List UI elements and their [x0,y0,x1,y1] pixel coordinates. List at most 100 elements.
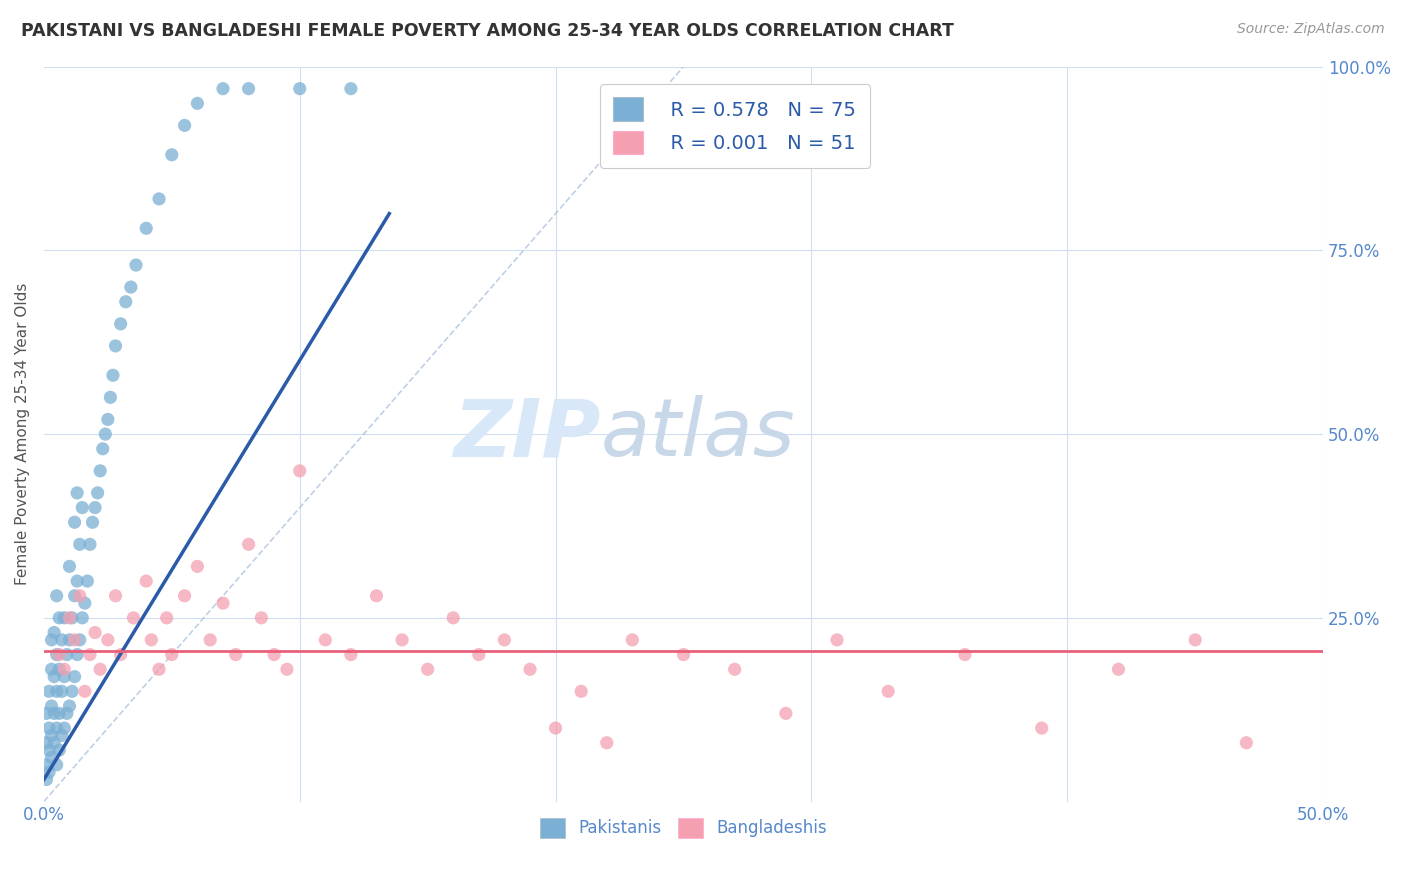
Point [35,706,58,721]
Point [60,611,83,625]
Point [41,699,63,714]
Point [89,662,111,676]
Point [160,648,183,662]
Text: atlas: atlas [600,395,796,473]
Point [63,670,86,684]
Point [97,632,120,647]
Point [76,574,98,588]
Point [51,684,73,698]
Point [48,662,70,676]
Point [621,632,644,647]
Point [212,81,235,95]
Point [38,684,60,698]
Point [94,427,117,442]
Point [60,684,83,698]
Point [69,632,91,647]
Point [53,721,76,735]
Point [340,81,363,95]
Point [544,721,567,735]
Point [672,648,695,662]
Point [79,648,101,662]
Point [48,648,70,662]
Point [288,464,311,478]
Point [110,317,132,331]
Point [41,662,63,676]
Point [569,684,592,698]
Point [72,500,94,515]
Point [69,537,91,551]
Point [45,648,67,662]
Point [51,728,73,742]
Point [877,684,900,698]
Point [84,625,107,640]
Point [53,662,76,676]
Point [66,574,89,588]
Point [825,632,848,647]
Point [45,757,67,772]
Point [58,611,80,625]
Point [35,772,58,787]
Point [45,721,67,735]
Point [1031,721,1053,735]
Point [41,728,63,742]
Point [101,368,124,383]
Legend: Pakistanis, Bangladeshis: Pakistanis, Bangladeshis [533,811,834,845]
Point [276,662,298,676]
Point [110,648,132,662]
Point [73,596,96,610]
Point [160,148,183,162]
Point [89,464,111,478]
Point [82,516,104,530]
Point [225,648,247,662]
Point [63,589,86,603]
Point [135,221,157,235]
Point [58,699,80,714]
Point [340,648,363,662]
Point [41,632,63,647]
Point [104,339,127,353]
Point [45,684,67,698]
Point [66,486,89,500]
Point [56,706,79,721]
Point [125,258,148,272]
Point [366,589,388,603]
Point [56,648,79,662]
Point [104,589,127,603]
Point [42,625,65,640]
Point [596,736,619,750]
Point [58,559,80,574]
Point [1184,632,1206,647]
Point [212,596,235,610]
Point [42,706,65,721]
Point [53,670,76,684]
Point [35,757,58,772]
Point [250,611,273,625]
Point [186,559,208,574]
Point [38,743,60,757]
Point [494,632,516,647]
Point [97,412,120,426]
Point [391,632,413,647]
Point [148,192,170,206]
Point [120,280,142,294]
Point [314,632,336,647]
Point [519,662,541,676]
Text: PAKISTANI VS BANGLADESHI FEMALE POVERTY AMONG 25-34 YEAR OLDS CORRELATION CHART: PAKISTANI VS BANGLADESHI FEMALE POVERTY … [21,22,953,40]
Point [66,648,89,662]
Point [38,721,60,735]
Point [86,486,108,500]
Point [63,516,86,530]
Point [156,611,179,625]
Point [114,294,136,309]
Point [198,632,221,647]
Point [91,442,114,456]
Point [48,611,70,625]
Point [72,611,94,625]
Point [48,706,70,721]
Point [73,684,96,698]
Point [100,390,122,404]
Point [148,662,170,676]
Point [135,574,157,588]
Point [263,648,285,662]
Text: ZIP: ZIP [453,395,600,473]
